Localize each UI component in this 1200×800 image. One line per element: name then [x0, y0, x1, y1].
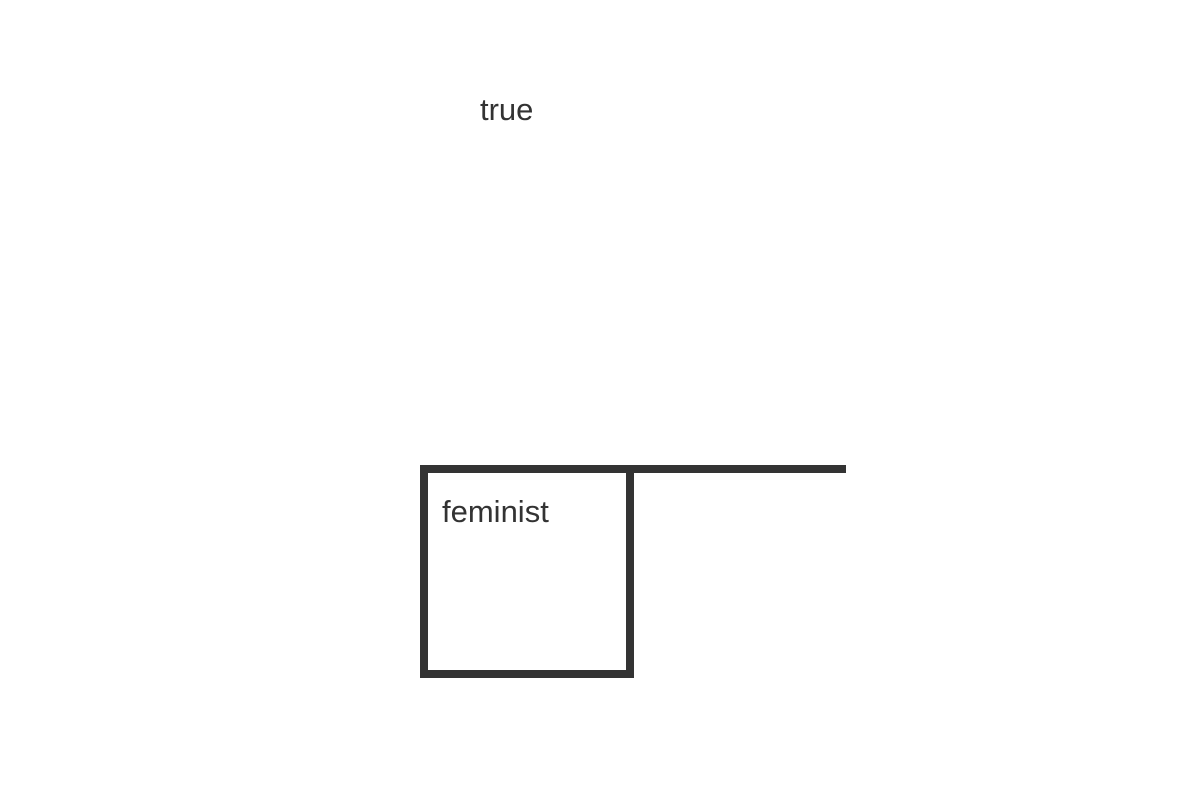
feminist-box: feminist: [420, 465, 634, 678]
label-true: true: [480, 92, 534, 127]
horizontal-line: [626, 465, 846, 473]
box-label: feminist: [442, 494, 549, 529]
